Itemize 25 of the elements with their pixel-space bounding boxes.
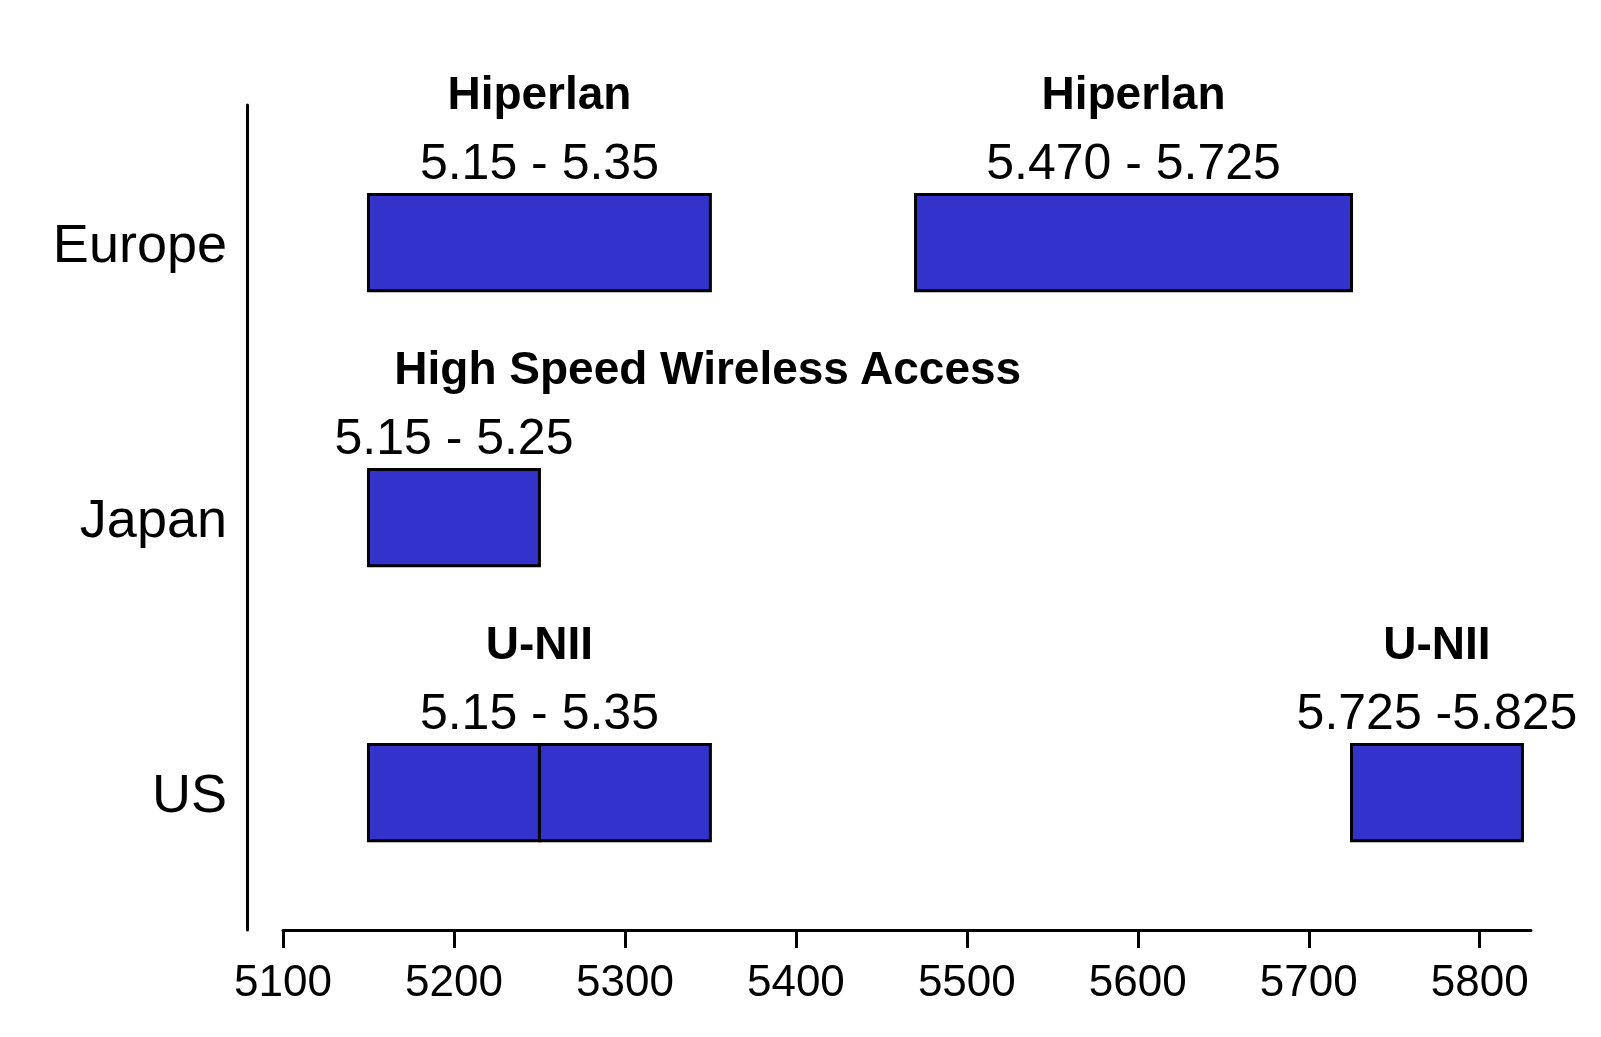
x-tick-label: 5200 [405, 955, 503, 1005]
annotation: U-NII [485, 617, 594, 670]
x-tick-label: 5500 [917, 955, 1016, 1005]
x-tick-label: 5600 [1088, 955, 1187, 1005]
x-tick-label: 5100 [234, 955, 332, 1005]
y-tick-label: Europe [52, 212, 227, 273]
x-tick-label: 5400 [746, 955, 845, 1005]
annotation: 5.15 - 5.35 [419, 683, 659, 740]
annotation: 5.725 -5.825 [1296, 683, 1578, 740]
bar [914, 192, 1353, 293]
x-tick-label: 5800 [1430, 955, 1529, 1005]
annotation: Hiperlan [1041, 67, 1226, 120]
annotation: Hiperlan [447, 67, 632, 120]
x-tick-label: 5700 [1259, 955, 1358, 1005]
bar [366, 467, 541, 568]
annotation: High Speed Wireless Access [394, 342, 1022, 395]
x-tick-label: 5300 [575, 955, 674, 1005]
annotation: 5.470 - 5.725 [986, 133, 1281, 190]
bar [1349, 742, 1524, 843]
annotation: 5.15 - 5.35 [419, 133, 659, 190]
y-tick-label: Japan [79, 487, 227, 548]
bar [366, 192, 712, 293]
annotation: U-NII [1383, 617, 1491, 670]
y-tick-label: US [151, 762, 227, 823]
annotation: 5.15 - 5.25 [334, 408, 574, 465]
